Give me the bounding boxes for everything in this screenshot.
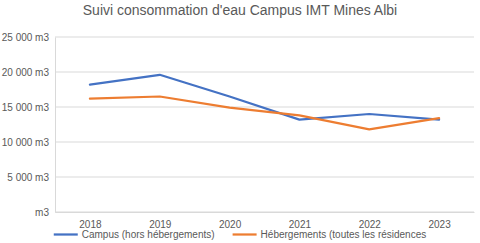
grid-line (55, 177, 474, 178)
x-tick: 2018 (79, 212, 102, 230)
x-axis: 2018 2019 2020 2021 2022 2023 (56, 212, 475, 230)
y-tick: 25 000 m3 (2, 32, 55, 43)
legend-item: Hébergements (toutes les résidences (233, 229, 427, 240)
plot-area (90, 75, 439, 130)
x-axis-line (56, 212, 475, 213)
y-tick-label: 20 000 m3 (2, 67, 50, 78)
legend: Campus (hors hébergements) Hébergements (… (54, 229, 426, 240)
legend-swatch (233, 233, 257, 235)
legend-item: Campus (hors hébergements) (54, 229, 215, 240)
y-tick-label: 5 000 m3 (7, 172, 49, 183)
x-tick: 2019 (149, 212, 172, 230)
legend-label: Hébergements (toutes les résidences (261, 229, 427, 240)
y-tick: 15 000 m3 (2, 102, 55, 113)
grid-line (55, 142, 474, 143)
x-tick-label: 2023 (428, 219, 451, 230)
series-line (90, 97, 439, 130)
x-tick: 2023 (428, 212, 451, 230)
grid-line (55, 72, 474, 73)
y-axis-line (55, 38, 56, 213)
grid (55, 37, 474, 212)
y-tick: m3 (35, 207, 55, 218)
y-tick-label: 15 000 m3 (2, 102, 50, 113)
title: Suivi consommation d'eau Campus IMT Mine… (83, 2, 397, 18)
y-tick: 5 000 m3 (7, 172, 55, 183)
x-tick-label: 2020 (219, 219, 242, 230)
y-tick-label: m3 (35, 207, 49, 218)
chart: Suivi consommation d'eau Campus IMT Mine… (0, 0, 480, 243)
y-tick-label: 10 000 m3 (2, 137, 50, 148)
y-tick: 20 000 m3 (2, 67, 55, 78)
legend-label: Campus (hors hébergements) (82, 229, 215, 240)
legend-swatch (54, 233, 78, 235)
x-tick: 2021 (289, 212, 312, 230)
y-tick-label: 25 000 m3 (2, 32, 50, 43)
x-tick: 2022 (359, 212, 382, 230)
y-axis: m3 5 000 m3 10 000 m3 15 000 m3 20 000 m3 25 … (2, 32, 56, 218)
x-tick: 2020 (219, 212, 242, 230)
grid-line (55, 212, 474, 213)
y-tick: 10 000 m3 (2, 137, 55, 148)
grid-line (55, 37, 474, 38)
